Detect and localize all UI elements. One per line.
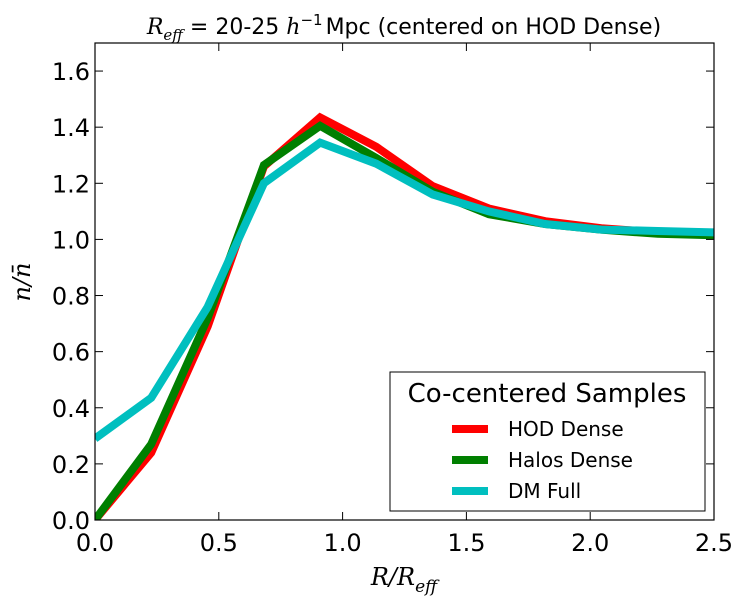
legend-label: Halos Dense: [508, 448, 633, 472]
y-tick-label: 0.4: [52, 395, 90, 423]
plot-frame: [94, 42, 715, 521]
x-tick-labels: 0.0 0.5 1.0 1.5 2.0 2.5: [76, 529, 733, 557]
title-var-sub: eff: [163, 26, 185, 44]
legend-box: [389, 371, 706, 512]
y-tick-label: 0.6: [52, 339, 90, 367]
title-h-sup: −1: [300, 11, 322, 29]
ticks-layer: [94, 43, 715, 521]
title-var-main: R: [146, 15, 164, 40]
legend-label: HOD Dense: [508, 417, 624, 441]
legend: Co-centered Samples HOD Dense Halos Dense…: [389, 371, 706, 512]
title-range: = 20-25: [183, 15, 286, 40]
x-tick-label: 1.5: [447, 529, 485, 557]
chart-title: Reff = 20-25 h−1 Mpc (centered on HOD Den…: [146, 11, 661, 44]
y-tick-label: 1.0: [52, 226, 90, 254]
legend-item-halos-dense: Halos Dense: [452, 448, 633, 472]
series-layer: [95, 112, 714, 520]
y-tick-label: 1.6: [52, 58, 90, 86]
x-tick-label: 1.0: [324, 529, 362, 557]
y-tick-label: 0.2: [52, 451, 90, 479]
legend-label: DM Full: [508, 479, 581, 503]
x-tick-label: 2.0: [571, 529, 609, 557]
title-rest: Mpc (centered on HOD Dense): [326, 15, 662, 40]
y-tick-label: 1.4: [52, 114, 90, 142]
x-axis-label-main: R/R: [370, 563, 415, 591]
title-h: h: [286, 15, 300, 40]
legend-items: HOD Dense Halos Dense DM Full: [452, 417, 633, 503]
y-tick-label: 0.0: [52, 507, 90, 535]
legend-item-hod-dense: HOD Dense: [452, 417, 624, 441]
x-tick-label: 0.0: [76, 529, 114, 557]
y-axis-label: n/n̄: [8, 263, 36, 302]
x-tick-label: 0.5: [200, 529, 238, 557]
legend-title: Co-centered Samples: [408, 379, 687, 409]
legend-item-dm-full: DM Full: [452, 479, 581, 503]
y-tick-label: 1.2: [52, 170, 90, 198]
y-tick-label: 0.8: [52, 283, 90, 311]
x-axis-label: R/Reff: [370, 563, 440, 597]
x-axis-label-sub: eff: [415, 577, 440, 597]
x-tick-label: 2.5: [695, 529, 733, 557]
y-tick-labels: 0.0 0.2 0.4 0.6 0.8 1.0 1.2 1.4 1.6: [52, 58, 90, 535]
series-line-dm-full: [95, 138, 714, 442]
